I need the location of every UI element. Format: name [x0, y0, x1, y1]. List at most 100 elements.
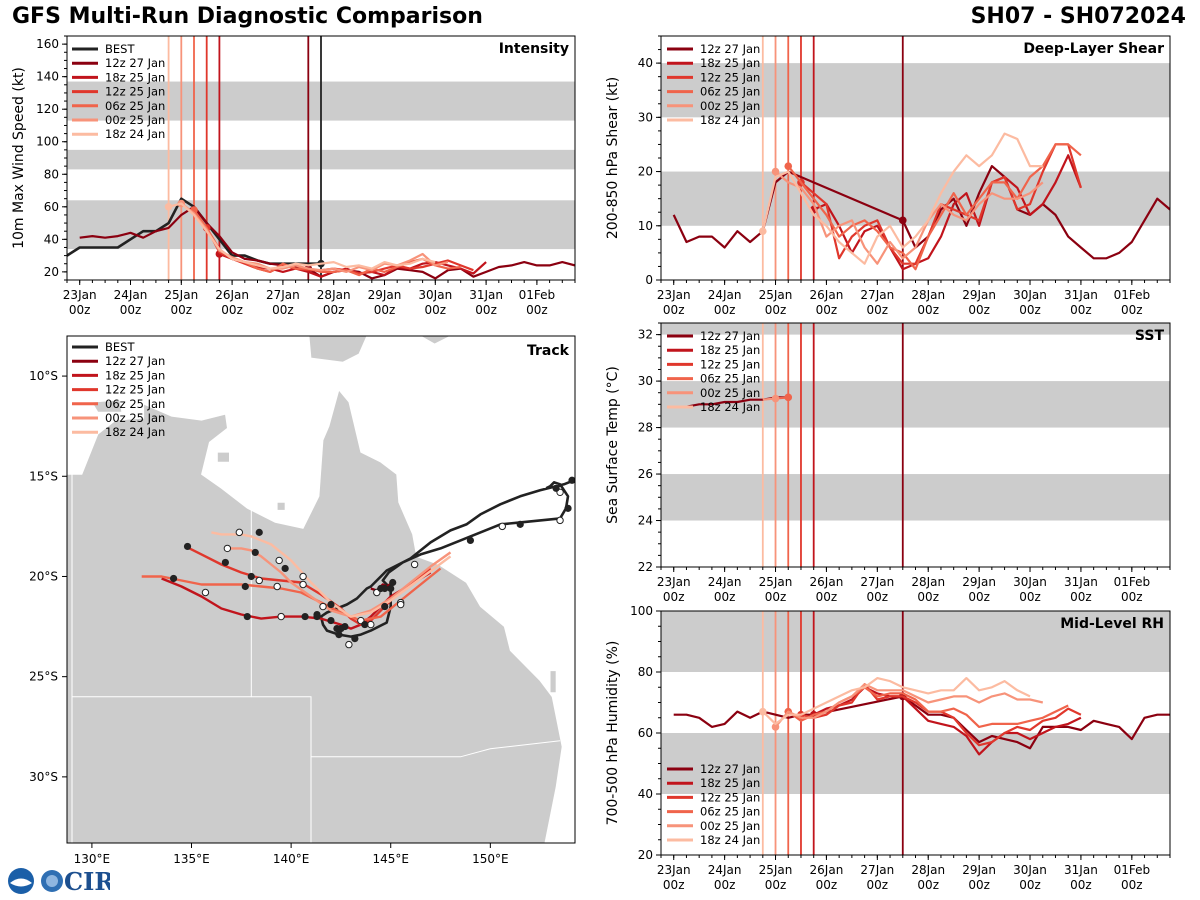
- intensity-xtick-sublabel: 00z: [526, 303, 548, 317]
- intensity-xtick-sublabel: 00z: [221, 303, 243, 317]
- intensity-legend-label-18z-25-jan: 18z 25 Jan: [105, 70, 165, 84]
- intensity-xtick-label: 01Feb: [519, 288, 556, 302]
- rh-xtick-label: 29Jan: [962, 863, 996, 877]
- track-point-filled-best: [466, 536, 475, 545]
- intensity-xtick-label: 28Jan: [317, 288, 351, 302]
- intensity-xtick-sublabel: 00z: [425, 303, 447, 317]
- shear-xtick-sublabel: 00z: [968, 303, 990, 317]
- shear-xtick-label: 23Jan: [657, 288, 691, 302]
- track-xtick-label: 140°E: [273, 852, 310, 866]
- rh-xtick-sublabel: 00z: [1121, 878, 1143, 892]
- shear-ylabel: 200-850 hPa Shear (kt): [605, 77, 621, 239]
- rh-xtick-sublabel: 00z: [867, 878, 889, 892]
- shear-ytick-label: 0: [645, 273, 653, 287]
- intensity-xtick-sublabel: 00z: [171, 303, 193, 317]
- intensity-xtick-label: 24Jan: [114, 288, 148, 302]
- shear-ytick-label: 20: [638, 165, 653, 179]
- shear-legend-label-06z-25-jan: 06z 25 Jan: [700, 85, 760, 99]
- intensity-legend-label-06z-25-jan: 06z 25 Jan: [105, 99, 165, 113]
- intensity-xtick-label: 27Jan: [266, 288, 300, 302]
- rh-legend-label-12z-27-jan: 12z 27 Jan: [700, 762, 760, 776]
- tiwi-islands: [91, 399, 123, 413]
- sst-xtick-label: 29Jan: [962, 575, 996, 589]
- track-point-filled-best: [335, 630, 343, 639]
- intensity-legend-label-best: BEST: [105, 42, 135, 56]
- track-point-filled-12z-27-jan: [381, 584, 389, 593]
- track-plot-area: [67, 336, 575, 843]
- rh-xtick-sublabel: 00z: [917, 878, 939, 892]
- shear-xtick-label: 30Jan: [1013, 288, 1047, 302]
- track-point-open-best: [410, 560, 419, 569]
- intensity-panel-title: Intensity: [499, 41, 569, 57]
- track-frame: [66, 335, 576, 844]
- sst-ylabel: Sea Surface Temp (°C): [605, 366, 621, 524]
- shear-marker-00z-25-jan: [771, 167, 780, 176]
- shear-xtick-sublabel: 00z: [1070, 303, 1092, 317]
- svg-text:CIRA: CIRA: [64, 867, 110, 896]
- intensity-plot-area: [67, 36, 575, 280]
- track-series-18z-24-jan: [211, 531, 452, 618]
- intensity-panel: 2040608010012014016023Jan00z24Jan00z25Ja…: [11, 35, 576, 317]
- intensity-xtick-label: 29Jan: [368, 288, 402, 302]
- rh-xtick-label: 27Jan: [860, 863, 894, 877]
- shear-marker-06z-25-jan: [784, 162, 793, 170]
- shear-legend-label-18z-24-jan: 18z 24 Jan: [700, 113, 760, 127]
- shear-xtick-sublabel: 00z: [1121, 303, 1143, 317]
- rh-xtick-label: 23Jan: [657, 863, 691, 877]
- shear-band-1: [661, 63, 1170, 118]
- intensity-xtick-label: 30Jan: [418, 288, 452, 302]
- track-point-filled-12z-25-jan: [221, 558, 229, 567]
- shear-series-18z-25-jan: [813, 154, 1082, 271]
- track-point-filled-18z-25-jan: [243, 612, 251, 621]
- intensity-legend-label-00z-25-jan: 00z 25 Jan: [105, 113, 165, 127]
- sst-xtick-label: 25Jan: [759, 575, 793, 589]
- intensity-ytick-label: 140: [36, 70, 59, 84]
- shear-series-18z-24-jan: [761, 132, 1043, 265]
- rh-xtick-label: 30Jan: [1013, 863, 1047, 877]
- qld-nsw-border: [311, 740, 561, 758]
- sst-band-1: [661, 381, 1170, 428]
- sst-ytick-label: 32: [638, 328, 653, 342]
- track-point-open-12z-25-jan: [299, 572, 307, 581]
- rh-xtick-sublabel: 00z: [663, 878, 685, 892]
- intensity-ytick-label: 60: [44, 200, 59, 214]
- track-point-open-best: [319, 602, 327, 611]
- intensity-ytick-label: 120: [36, 102, 59, 116]
- rh-xtick-sublabel: 00z: [765, 878, 787, 892]
- track-point-open-best: [367, 620, 375, 629]
- rh-legend-label-18z-24-jan: 18z 24 Jan: [700, 833, 760, 847]
- intensity-xtick-sublabel: 00z: [323, 303, 345, 317]
- rh-ylabel: 700-500 hPa Humidity (%): [605, 641, 621, 826]
- sst-ytick-label: 30: [638, 374, 653, 388]
- rh-xtick-sublabel: 00z: [1070, 878, 1092, 892]
- rh-xtick-label: 26Jan: [810, 863, 844, 877]
- sst-marker-00z-25-jan: [771, 394, 780, 403]
- intensity-ytick-label: 80: [44, 167, 59, 181]
- track-point-filled-best: [568, 476, 575, 484]
- shear-ytick-label: 40: [638, 56, 653, 70]
- rh-ytick-label: 100: [630, 604, 653, 618]
- intensity-ytick-label: 20: [44, 265, 59, 279]
- sst-xtick-label: 24Jan: [708, 575, 742, 589]
- track-series-best: [319, 479, 575, 638]
- shear-ytick-label: 10: [638, 219, 653, 233]
- shear-xtick-label: 25Jan: [759, 288, 793, 302]
- shear-xtick-label: 26Jan: [810, 288, 844, 302]
- fraser-island: [549, 670, 557, 694]
- track-point-filled-18z-25-jan: [169, 574, 178, 583]
- rh-band-0: [661, 733, 1170, 794]
- shear-xtick-sublabel: 00z: [1019, 303, 1041, 317]
- rh-legend-label-06z-25-jan: 06z 25 Jan: [700, 805, 760, 819]
- rh-series-00z-25-jan: [774, 683, 1044, 728]
- track-point-filled-best: [351, 634, 359, 643]
- sst-xtick-label: 26Jan: [810, 575, 844, 589]
- track-point-filled-18z-25-jan: [301, 612, 309, 621]
- sst-ytick-label: 22: [638, 560, 653, 574]
- intensity-xtick-label: 31Jan: [469, 288, 503, 302]
- rh-xtick-sublabel: 00z: [816, 878, 838, 892]
- track-point-open-best: [498, 522, 506, 531]
- track-ytick-label: 25°S: [29, 670, 58, 684]
- track-point-open-best: [556, 516, 564, 525]
- sst-xtick-sublabel: 00z: [917, 590, 939, 604]
- track-point-filled-12z-25-jan: [281, 564, 289, 573]
